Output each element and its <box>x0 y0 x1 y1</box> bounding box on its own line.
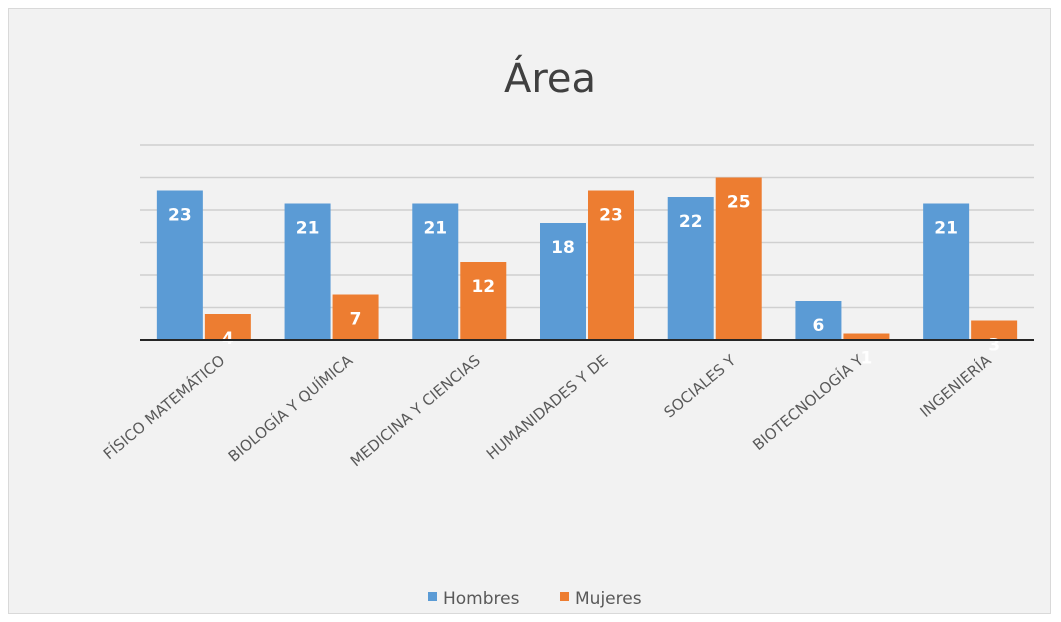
legend-swatch-hombres <box>428 592 437 601</box>
data-label: 21 <box>934 219 958 239</box>
bar-mujeres <box>460 262 507 340</box>
data-label: 23 <box>599 206 623 226</box>
data-label: 21 <box>296 219 320 239</box>
bar-hombres <box>156 190 203 340</box>
bar-mujeres <box>588 190 634 340</box>
x-tick-label: BIOLOGÍA Y QUÍMICA <box>224 350 357 466</box>
x-tick-label: MEDICINA Y CIENCIAS <box>347 351 484 470</box>
bar-hombres <box>667 197 714 340</box>
x-tick-label: SOCIALES Y <box>660 351 739 422</box>
data-label: 6 <box>813 316 825 336</box>
bar-hombres <box>795 301 842 340</box>
x-tick-label: FÍSICO MATEMÁTICO <box>99 351 228 464</box>
chart-title: Área <box>504 54 596 102</box>
x-tick-label: HUMANIDADES Y DE <box>483 351 612 463</box>
bar-hombres <box>923 203 970 340</box>
gridlines <box>140 144 1034 309</box>
data-label: 1 <box>861 349 873 369</box>
bar-mujeres <box>204 314 251 340</box>
legend-label-mujeres: Mujeres <box>575 589 642 609</box>
bar-mujeres <box>332 294 379 340</box>
bar-mujeres <box>715 177 762 340</box>
legend-swatch-mujeres <box>560 592 569 601</box>
x-tick-label: BIOTECNOLOGÍA Y <box>749 350 868 454</box>
data-label: 12 <box>471 277 495 297</box>
data-label: 22 <box>679 212 703 232</box>
data-label: 7 <box>350 310 362 330</box>
bar-mujeres <box>843 333 890 340</box>
data-label: 25 <box>727 193 751 213</box>
bar-mujeres <box>971 320 1018 340</box>
legend: Hombres Mujeres <box>428 589 642 609</box>
legend-label-hombres: Hombres <box>443 589 520 609</box>
bar-hombres <box>412 203 459 340</box>
x-tick-label: INGENIERÍA <box>916 350 995 421</box>
data-label: 21 <box>423 219 447 239</box>
data-label: 18 <box>551 238 575 258</box>
bar-hombres <box>284 203 331 340</box>
bar-hombres <box>540 223 586 340</box>
data-labels: 23421721121823222561213 <box>168 193 1000 369</box>
data-label: 3 <box>988 336 1000 356</box>
bars <box>156 177 1018 340</box>
data-label: 23 <box>168 206 192 226</box>
